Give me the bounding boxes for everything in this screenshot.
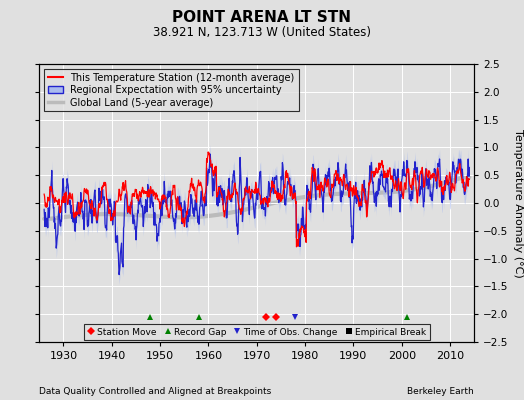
Legend: This Temperature Station (12-month average), Regional Expectation with 95% uncer: This Temperature Station (12-month avera… <box>44 69 299 112</box>
Text: Berkeley Earth: Berkeley Earth <box>408 387 474 396</box>
Y-axis label: Temperature Anomaly (°C): Temperature Anomaly (°C) <box>512 129 522 277</box>
Text: 38.921 N, 123.713 W (United States): 38.921 N, 123.713 W (United States) <box>153 26 371 39</box>
Text: Data Quality Controlled and Aligned at Breakpoints: Data Quality Controlled and Aligned at B… <box>39 387 271 396</box>
Text: POINT ARENA LT STN: POINT ARENA LT STN <box>172 10 352 25</box>
